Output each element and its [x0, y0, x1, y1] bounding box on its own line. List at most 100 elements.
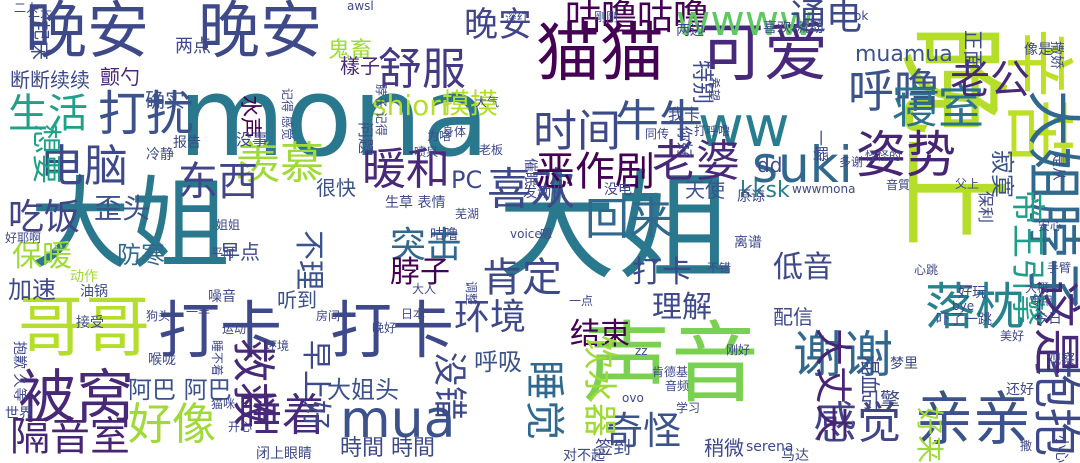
- word: 没电: [604, 182, 632, 198]
- word: kksk: [740, 178, 790, 203]
- word: 调整: [464, 281, 478, 306]
- word: 一瞬: [811, 130, 830, 163]
- word: 噪音: [208, 289, 236, 305]
- word: 安心: [1038, 219, 1063, 233]
- word: 脖子 记得: [374, 84, 388, 136]
- word: 油锅: [80, 284, 108, 300]
- word: wwwmona: [792, 182, 856, 196]
- word: 颤勺: [100, 65, 140, 89]
- word: ovo: [622, 391, 644, 405]
- word: 刚好: [726, 343, 751, 357]
- word: 可爱: [700, 17, 828, 91]
- word: 引擎: [860, 388, 900, 412]
- word: 時間 時間: [340, 436, 435, 461]
- word: 运动: [222, 322, 247, 336]
- word: 大丈夫: [811, 328, 855, 443]
- word: 打卡: [158, 294, 283, 367]
- word: 好耶啊: [5, 231, 42, 245]
- word: 嗯: [540, 227, 553, 241]
- word: 东西: [178, 159, 258, 205]
- word: 老公: [950, 57, 1030, 103]
- word: 老板: [479, 143, 504, 157]
- word: 开心: [228, 420, 253, 434]
- word: 肯定: [482, 255, 562, 301]
- word: 睡不着: [210, 340, 224, 377]
- word: 恶作剧: [535, 149, 655, 195]
- word: serena: [746, 439, 794, 455]
- word: 吃饭: [8, 197, 81, 238]
- word: 观察: [1047, 352, 1075, 368]
- word: 鬼畜: [328, 38, 373, 63]
- word: 记得 感觉: [280, 88, 294, 140]
- word: 音频: [665, 379, 690, 393]
- word: 身体: [442, 125, 467, 139]
- word: 手臂: [1047, 261, 1072, 275]
- word: 芜湖: [455, 207, 480, 221]
- word: 姐姐: [216, 218, 241, 232]
- word: 闭上眼睛: [256, 446, 312, 462]
- word: 落枕: [925, 278, 1025, 336]
- word: 问题: [356, 122, 375, 155]
- word: 理解: [652, 290, 712, 325]
- word: 学习: [676, 401, 701, 415]
- word: PC: [451, 166, 483, 194]
- word: 报告: [173, 135, 201, 151]
- word: ok: [854, 9, 869, 23]
- word: 起床: [28, 20, 52, 60]
- word: 房间: [316, 309, 341, 323]
- word: 羡慕: [236, 138, 324, 189]
- word: zz: [635, 344, 648, 358]
- word: 日本: [401, 307, 426, 321]
- word: 一半: [186, 305, 211, 319]
- word: 睡着: [238, 390, 326, 441]
- word: 喜欢: [487, 164, 575, 215]
- word: mona: [178, 53, 490, 181]
- word: 喜欢 流动: [763, 20, 824, 36]
- word: 同传: [645, 127, 670, 141]
- word: 肯德基: [652, 365, 689, 379]
- word: 防寒: [117, 241, 165, 269]
- word: 声音: [583, 312, 760, 415]
- word: 喉咙: [148, 352, 176, 368]
- word: awsl: [347, 0, 374, 13]
- word: 还好: [1006, 382, 1034, 398]
- word: 音質: [886, 178, 911, 192]
- word: 姿势: [856, 126, 956, 184]
- word: 对不起: [563, 448, 605, 463]
- word: 谢谢: [793, 326, 893, 384]
- word: 晚安: [464, 5, 532, 45]
- word: 环境: [454, 297, 527, 338]
- word: 大姐头: [327, 376, 399, 404]
- word: 暖和: [362, 144, 450, 195]
- word: 我卡: [668, 105, 701, 124]
- word: 不错: [707, 261, 732, 275]
- word: 大姐: [30, 166, 230, 283]
- word: 加速: [8, 276, 56, 304]
- word: 抱歉 久等: [11, 341, 27, 402]
- word: 为啥: [427, 129, 452, 143]
- word: 催眠: [522, 158, 538, 186]
- word: 原谅: [737, 189, 765, 205]
- word: 好来: [913, 406, 946, 463]
- word: 一点: [569, 294, 594, 308]
- word: 正面: [961, 30, 985, 70]
- word: bye: [952, 299, 975, 313]
- word: 剛剛: [594, 10, 619, 24]
- word: 打扰: [98, 86, 195, 142]
- word: 大姐: [498, 158, 735, 296]
- word: 听到: [277, 288, 317, 312]
- word: 稍微: [704, 436, 744, 460]
- word: 樣子: [340, 54, 380, 78]
- word: 马达: [781, 448, 809, 463]
- word: 呼吸: [474, 348, 522, 376]
- word: 吓了一跳: [936, 312, 992, 328]
- word: 生活: [8, 91, 88, 137]
- word: 打卡: [632, 255, 692, 290]
- word: 歪头: [94, 192, 151, 225]
- word: 世界: [5, 406, 33, 422]
- word: ww: [698, 95, 790, 160]
- word: 晚安: [198, 0, 323, 67]
- word: 好像: [128, 399, 216, 450]
- word: 离谱: [734, 235, 762, 251]
- word: 低音: [773, 250, 833, 285]
